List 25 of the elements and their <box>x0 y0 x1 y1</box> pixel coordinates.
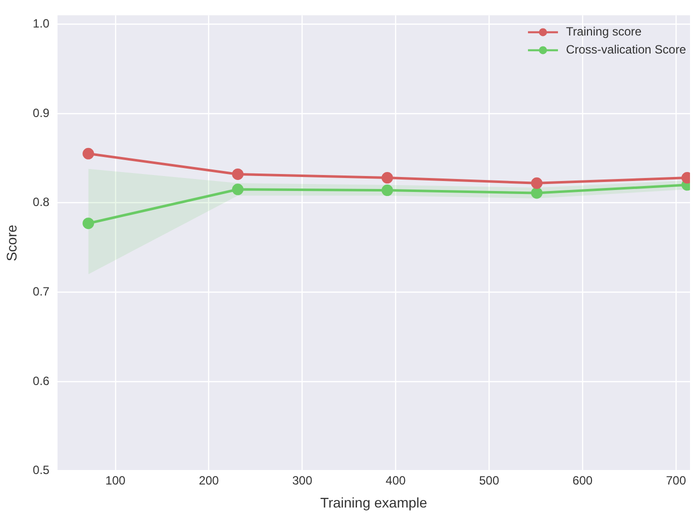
x-tick-label: 500 <box>479 473 500 488</box>
y-axis-title: Score <box>3 224 20 262</box>
point <box>531 177 543 189</box>
y-tick-label: 0.7 <box>32 284 50 298</box>
point <box>232 184 244 196</box>
point <box>382 172 394 184</box>
legend-label: Cross-valication Score <box>566 42 686 57</box>
point <box>232 168 244 180</box>
y-tick-label: 0.9 <box>32 106 50 120</box>
x-tick-label: 100 <box>105 473 126 488</box>
y-tick-label: 0.6 <box>32 374 50 388</box>
x-tick-label: 200 <box>198 473 220 488</box>
point <box>382 184 394 196</box>
point <box>531 187 543 199</box>
x-axis-title: Training example <box>320 494 428 510</box>
point <box>82 218 94 230</box>
y-tick-label: 0.8 <box>32 195 50 210</box>
point <box>82 148 94 160</box>
y-tick-label: 1.0 <box>32 16 50 30</box>
y-tick-label: 0.5 <box>32 463 50 478</box>
x-tick-label: 600 <box>572 473 593 488</box>
legend-label: Training score <box>566 24 642 39</box>
x-tick-label: 700 <box>666 473 686 488</box>
x-tick-label: 300 <box>292 473 313 488</box>
x-tick-label: 400 <box>386 473 406 488</box>
